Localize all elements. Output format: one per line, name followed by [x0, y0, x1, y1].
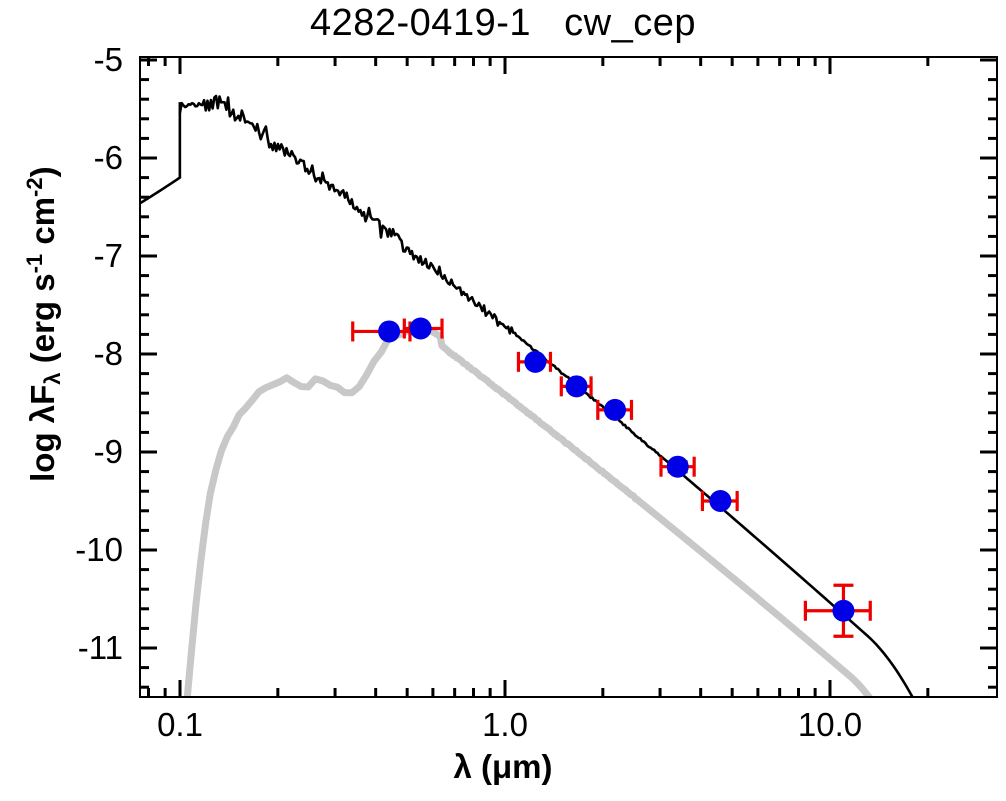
data-point — [666, 455, 689, 478]
y-axis-tick-label: -5 — [93, 41, 123, 78]
y-axis-label-sup2: -2 — [21, 177, 47, 197]
stellar-model-reddened-curve — [183, 323, 875, 698]
y-axis-tick-label: -7 — [93, 237, 123, 274]
y-axis-tick-label: -6 — [93, 139, 123, 176]
data-point — [378, 320, 401, 343]
data-points-group — [378, 317, 855, 622]
plot-frame — [139, 56, 998, 698]
data-point — [409, 317, 432, 340]
axis-frame-and-ticks — [139, 56, 998, 698]
x-axis-tick-label: 1.0 — [482, 706, 528, 743]
y-axis-tick-label: -10 — [75, 531, 123, 568]
y-axis-label-lambda-sub: λ — [40, 372, 66, 385]
y-axis-tick-label: -8 — [93, 335, 123, 372]
data-point — [603, 398, 626, 421]
x-axis-tick-label: 10.0 — [797, 706, 863, 743]
plot-canvas — [139, 56, 998, 698]
data-point — [832, 599, 855, 622]
y-axis-tick-label: -11 — [77, 629, 123, 666]
data-point — [565, 375, 588, 398]
x-axis-tick-label: 0.1 — [157, 706, 203, 743]
y-axis-tick-label: -9 — [93, 433, 123, 470]
data-point — [709, 490, 732, 512]
data-point — [524, 350, 547, 373]
page-title: 4282-0419-1 cw_cep — [309, 2, 697, 44]
x-axis-label: λ (μm) — [453, 748, 553, 785]
